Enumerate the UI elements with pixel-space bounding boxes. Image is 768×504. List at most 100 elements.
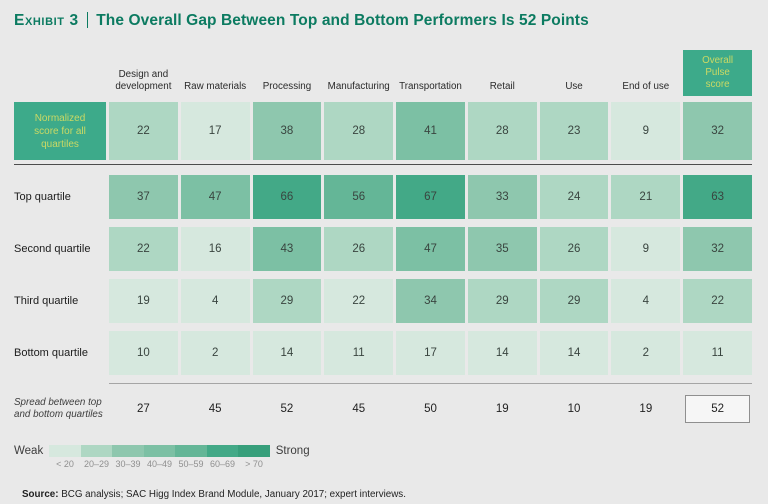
row-label: Top quartile <box>14 191 71 203</box>
spread-value-cell: 45 <box>352 403 366 415</box>
spread-row-label: Spread between top and bottom quartiles <box>14 396 103 420</box>
heatmap-cell: 14 <box>539 331 609 375</box>
heatmap-cell: 29 <box>467 279 537 323</box>
spread-value-cell: 50 <box>424 403 437 415</box>
heatmap-cell: 9 <box>611 102 681 160</box>
spread-value-cell: 45 <box>208 403 222 415</box>
spread-divider-line <box>109 383 752 384</box>
column-header: Transportation <box>399 80 462 92</box>
column-header: Design and development <box>115 69 172 92</box>
heatmap-cell: 17 <box>396 331 465 375</box>
heatmap-cell: 29 <box>539 279 609 323</box>
spread-divider-row <box>14 383 752 384</box>
heatmap-cell: 56 <box>324 175 394 219</box>
source-label: Source: <box>22 489 59 500</box>
spread-value-cell: 27 <box>136 403 150 415</box>
heatmap-cell: 22 <box>324 279 394 323</box>
heatmap-cell: 29 <box>252 279 322 323</box>
legend-bin: 20–29 <box>80 445 113 469</box>
column-header: Processing <box>262 80 312 92</box>
exhibit-number: Exhibit 3 <box>14 12 79 29</box>
heatmap-cell: 2 <box>611 331 681 375</box>
column-header: End of use <box>622 80 670 92</box>
heatmap-cell: 17 <box>180 102 250 160</box>
row-label: Third quartile <box>14 295 79 307</box>
heatmap-cell: 26 <box>539 227 609 271</box>
heatmap-cell: 11 <box>683 331 752 375</box>
heatmap-cell: 41 <box>396 102 465 160</box>
source-text: BCG analysis; SAC Higg Index Brand Modul… <box>61 489 406 500</box>
spread-value-cell: 19 <box>639 403 653 415</box>
heatmap-row: Third quartile 19 4 29 22 34 29 29 4 22 <box>14 279 752 323</box>
heatmap-cell: 21 <box>611 175 681 219</box>
heatmap-cell: 43 <box>252 227 322 271</box>
heatmap-cell: 22 <box>109 102 178 160</box>
heatmap-cell: 47 <box>180 175 250 219</box>
legend-bin: 30–39 <box>112 445 144 469</box>
heatmap-cell: 2 <box>180 331 250 375</box>
legend-swatch <box>80 445 113 457</box>
heatmap-cell: 22 <box>109 227 178 271</box>
heatmap-cell: 24 <box>539 175 609 219</box>
legend-bin: 50–59 <box>175 445 207 469</box>
legend-bin-label: > 70 <box>245 459 263 469</box>
legend-bin-label: 30–39 <box>115 459 141 469</box>
row-label: Second quartile <box>14 243 91 255</box>
legend-color-scale: < 20 20–29 30–39 40–49 50–59 60–69 > 70 <box>49 445 270 469</box>
legend-weak-label: Weak <box>14 445 44 457</box>
legend-bin-label: 60–69 <box>209 459 235 469</box>
heatmap-row: Normalized score for all quartiles 22 17 38… <box>14 102 752 160</box>
heatmap-row: Second quartile 22 16 43 26 47 35 26 9 32 <box>14 227 752 271</box>
column-header: Manufacturing <box>327 80 390 92</box>
heatmap-cell: 14 <box>467 331 537 375</box>
heatmap-grid: Normalized score for all quartiles 22 17 38… <box>14 102 754 375</box>
legend: Weak < 20 20–29 30–39 40–49 50–59 60–69 > 70 S… <box>14 445 754 469</box>
title-text: The Overall Gap Between Top and Bottom P… <box>96 12 589 29</box>
heatmap-row: Top quartile 37 47 66 56 67 33 24 21 63 <box>14 175 752 219</box>
column-header: Retail <box>489 80 515 92</box>
legend-swatch <box>175 445 207 457</box>
column-header: Use <box>565 80 583 92</box>
spread-value-cell: 52 <box>280 403 294 415</box>
heatmap-cell: 37 <box>109 175 178 219</box>
legend-swatch <box>206 445 239 457</box>
legend-strong-label: Strong <box>275 445 310 457</box>
heatmap-cell: 66 <box>252 175 322 219</box>
heatmap-cell: 22 <box>683 279 752 323</box>
heatmap-cell: 9 <box>611 227 681 271</box>
spread-overall-boxed-value: 52 <box>685 395 750 423</box>
page-title: Exhibit 3 The Overall Gap Between Top and… <box>14 12 754 30</box>
legend-swatch <box>49 445 81 457</box>
heatmap-cell: 63 <box>683 175 752 219</box>
heatmap-cell: 19 <box>109 279 178 323</box>
heatmap-row: Bottom quartile 10 2 14 11 17 14 14 2 11 <box>14 331 752 375</box>
heatmap-cell: 10 <box>109 331 178 375</box>
column-header-overall-pulse-score: Overall Pulse score <box>683 50 752 96</box>
heatmap-cell: 67 <box>396 175 465 219</box>
spread-value-cell: 10 <box>567 403 581 415</box>
heatmap-cell: 16 <box>180 227 250 271</box>
legend-bin-label: 20–29 <box>83 459 109 469</box>
heatmap-cell: 35 <box>467 227 537 271</box>
legend-bin: > 70 <box>238 445 270 469</box>
heatmap-cell: 28 <box>324 102 394 160</box>
column-header: Raw materials <box>184 80 247 92</box>
heatmap-cell: 4 <box>611 279 681 323</box>
spread-value-cell: 19 <box>495 403 509 415</box>
heatmap-cell: 14 <box>252 331 322 375</box>
legend-swatch <box>143 445 176 457</box>
heatmap-cell: 47 <box>396 227 465 271</box>
heatmap-cell: 32 <box>683 102 752 160</box>
row-label: Normalized score for all quartiles <box>14 102 106 160</box>
legend-swatch <box>238 445 270 457</box>
section-divider-line <box>14 164 752 165</box>
heatmap-cell: 34 <box>396 279 465 323</box>
legend-bin-label: < 20 <box>56 459 74 469</box>
spread-divider-spacer <box>14 383 106 384</box>
heatmap-cell: 38 <box>252 102 322 160</box>
heatmap-cell: 4 <box>180 279 250 323</box>
heatmap-cell: 11 <box>324 331 394 375</box>
legend-bin: 60–69 <box>206 445 239 469</box>
column-headers: Design and development Raw materials Proce… <box>14 46 752 96</box>
